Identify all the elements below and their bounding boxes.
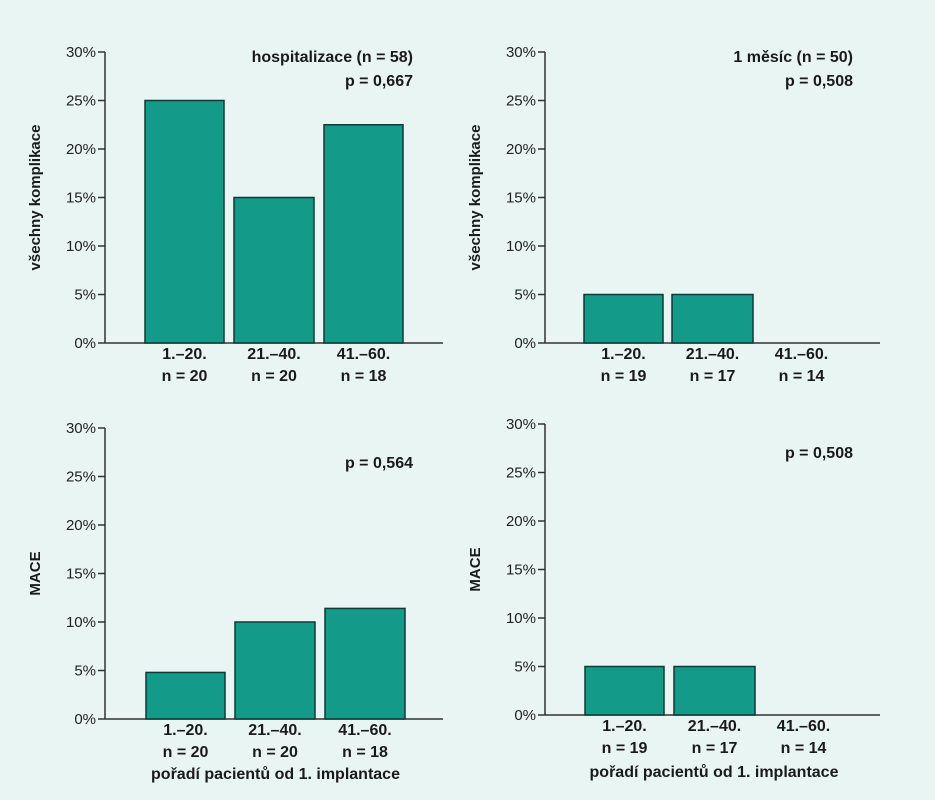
category-count-label: n = 19 [602, 740, 648, 757]
y-tick-label: 10% [66, 238, 96, 255]
category-label: 41.–60. [338, 722, 391, 739]
y-tick-label: 20% [506, 513, 536, 530]
annotation-text: p = 0,564 [345, 455, 413, 472]
bar [233, 196, 315, 344]
y-tick-label: 30% [66, 44, 96, 61]
category-label: 1.–20. [163, 722, 207, 739]
y-axis-label: MACE [467, 547, 484, 591]
bar [583, 293, 664, 344]
y-tick-label: 5% [514, 287, 536, 304]
y-tick-label: 20% [66, 141, 96, 158]
annotation-text: 1 měsíc (n = 50) [733, 49, 853, 66]
y-tick-label: 15% [66, 190, 96, 207]
category-label: 41.–60. [337, 346, 390, 363]
y-tick-label: 0% [74, 335, 96, 352]
bar [671, 293, 754, 344]
category-label: 41.–60. [777, 718, 830, 735]
category-count-label: n = 20 [251, 368, 297, 385]
bar [323, 124, 404, 344]
category-count-label: n = 18 [341, 368, 387, 385]
y-tick-label: 15% [506, 190, 536, 207]
category-label: 21.–40. [688, 718, 741, 735]
y-tick-label: 10% [506, 610, 536, 627]
bar [324, 607, 406, 720]
annotation-text: p = 0,508 [785, 445, 853, 462]
y-tick-label: 0% [514, 335, 536, 352]
category-label: 41.–60. [775, 346, 828, 363]
bar [145, 671, 226, 720]
x-axis-label: pořadí pacientů od 1. implantace [590, 764, 839, 781]
annotation-text: p = 0,508 [785, 73, 853, 90]
category-label: 1.–20. [602, 718, 646, 735]
y-tick-label: 5% [514, 659, 536, 676]
category-count-label: n = 20 [252, 744, 298, 761]
y-tick-label: 5% [74, 287, 96, 304]
bar [584, 665, 665, 716]
category-count-label: n = 19 [601, 368, 647, 385]
category-count-label: n = 17 [690, 368, 736, 385]
category-label: 21.–40. [248, 722, 301, 739]
y-tick-label: 15% [506, 562, 536, 579]
category-label: 1.–20. [601, 346, 645, 363]
y-tick-label: 25% [506, 93, 536, 110]
category-label: 1.–20. [162, 346, 206, 363]
y-tick-label: 25% [506, 465, 536, 482]
y-tick-label: 10% [506, 238, 536, 255]
category-label: 21.–40. [686, 346, 739, 363]
bar [673, 665, 756, 716]
y-axis-label: MACE [27, 551, 44, 595]
y-tick-label: 10% [66, 614, 96, 631]
category-count-label: n = 17 [692, 740, 738, 757]
y-axis-label: všechny komplikace [467, 125, 484, 271]
x-axis-label: pořadí pacientů od 1. implantace [151, 766, 400, 783]
y-tick-label: 30% [506, 44, 536, 61]
category-label: 21.–40. [247, 346, 300, 363]
bar [144, 99, 225, 344]
y-tick-label: 15% [66, 566, 96, 583]
category-count-label: n = 14 [779, 368, 825, 385]
annotation-text: p = 0,667 [345, 73, 413, 90]
annotation-text: hospitalizace (n = 58) [252, 49, 413, 66]
y-tick-label: 25% [66, 93, 96, 110]
y-tick-label: 0% [514, 707, 536, 724]
y-tick-label: 5% [74, 663, 96, 680]
category-count-label: n = 20 [162, 368, 208, 385]
category-count-label: n = 14 [781, 740, 827, 757]
y-tick-label: 30% [66, 420, 96, 437]
y-tick-label: 20% [506, 141, 536, 158]
category-count-label: n = 20 [163, 744, 209, 761]
category-count-label: n = 18 [342, 744, 388, 761]
bar [234, 621, 316, 720]
y-tick-label: 30% [506, 416, 536, 433]
y-tick-label: 25% [66, 469, 96, 486]
y-tick-label: 20% [66, 517, 96, 534]
y-tick-label: 0% [74, 711, 96, 728]
y-axis-label: všechny komplikace [27, 125, 44, 271]
